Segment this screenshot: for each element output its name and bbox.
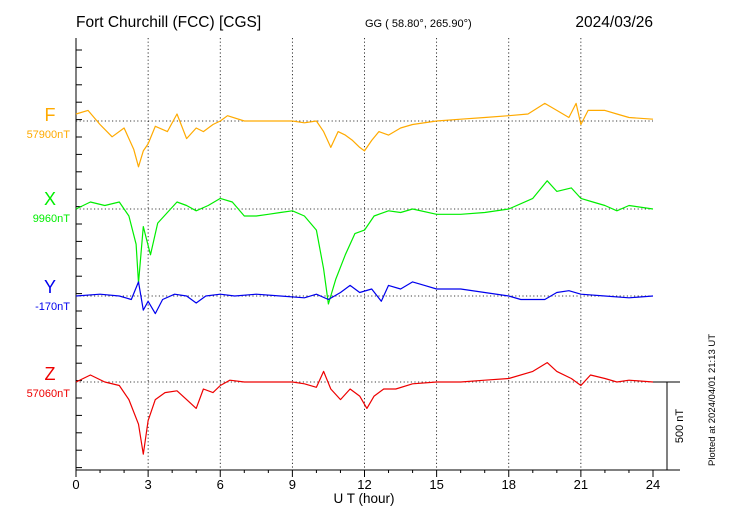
trace-f (75, 102, 654, 168)
component-baselines (76, 120, 653, 383)
plotted-timestamp: Plotted at 2024/04/01 21:13 UT (707, 334, 718, 466)
baseline-value-z: 57060nT (27, 388, 71, 400)
x-tick-label-6: 6 (217, 477, 224, 492)
x-axis-title: U T (hour) (333, 491, 394, 506)
scale-bar-label: 500 nT (674, 409, 686, 444)
left-axis-ticks (76, 49, 82, 469)
x-tick-label-15: 15 (429, 477, 443, 492)
x-tick-label-9: 9 (289, 477, 296, 492)
component-label-f: F (45, 105, 56, 125)
component-label-x: X (44, 189, 56, 209)
scale-bar: 500 nT (653, 381, 686, 471)
component-label-y: Y (44, 277, 56, 297)
trace-z (75, 362, 654, 455)
x-tick-label-21: 21 (574, 477, 588, 492)
baseline-value-x: 9960nT (33, 213, 71, 225)
component-label-z: Z (45, 364, 56, 384)
x-tick-label-12: 12 (357, 477, 371, 492)
component-traces (75, 102, 654, 455)
x-tick-label-24: 24 (646, 477, 660, 492)
x-tick-label-0: 0 (72, 477, 79, 492)
trace-y (75, 281, 654, 315)
trace-x (75, 180, 654, 305)
station-title: Fort Churchill (FCC) [CGS] (76, 14, 261, 31)
station-coordinates: GG ( 58.80°, 265.90°) (365, 18, 472, 30)
component-labels: F 57900nT X 9960nT Y -170nT Z 57060nT (27, 105, 71, 400)
plot-date: 2024/03/26 (575, 14, 653, 31)
baseline-value-y: -170nT (35, 301, 70, 313)
x-tick-label-18: 18 (502, 477, 516, 492)
time-gridlines (147, 38, 582, 470)
x-axis-ticks: 0 3 6 9 12 15 18 21 24 (72, 470, 660, 492)
x-tick-label-3: 3 (145, 477, 152, 492)
baseline-value-f: 57900nT (27, 129, 71, 141)
